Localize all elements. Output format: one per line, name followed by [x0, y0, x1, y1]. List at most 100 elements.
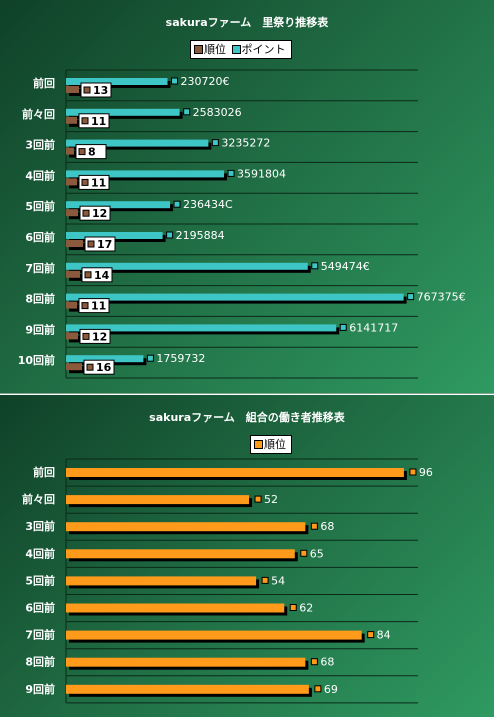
- category-label: 5回前: [25, 199, 55, 213]
- points-value-marker: [146, 354, 154, 362]
- rank-value-label: 14: [94, 269, 110, 282]
- rank-label-marker: [83, 86, 91, 94]
- rank-bar: [66, 209, 78, 217]
- points-bar: [66, 201, 171, 209]
- rank-value-label: 96: [419, 466, 433, 479]
- rank-value-label: 65: [310, 547, 324, 560]
- rank-bar: [66, 363, 82, 371]
- chart-legend: 順位 ポイント: [190, 40, 292, 59]
- legend-swatch-rank: [254, 439, 263, 449]
- rank-value-label: 84: [377, 629, 391, 642]
- category-label: 6回前: [25, 601, 55, 615]
- points-value-label: 1759732: [156, 352, 205, 365]
- rank-value-marker: [310, 522, 318, 530]
- points-value-label: 767375€: [417, 291, 466, 304]
- rank-bar: [66, 495, 250, 505]
- points-value-marker: [173, 200, 181, 208]
- points-bar: [66, 232, 163, 239]
- points-value-label: 549474€: [321, 260, 370, 273]
- category-label: 4回前: [25, 168, 55, 182]
- rank-label-marker: [86, 363, 94, 371]
- legend-label-points: ポイント: [241, 43, 286, 56]
- rank-bar: [66, 332, 78, 340]
- rank-label-marker: [84, 271, 92, 279]
- rank-value-label: 54: [271, 574, 285, 587]
- rank-value-label: 68: [320, 656, 334, 669]
- rank-value-marker: [254, 495, 262, 503]
- rank-label-marker: [81, 302, 89, 310]
- legend-swatch-rank: [194, 44, 203, 54]
- rank-value-marker: [314, 685, 322, 693]
- legend-swatch-points: [231, 44, 241, 54]
- legend-item-points: ポイント: [231, 43, 286, 56]
- category-label: 9回前: [25, 682, 55, 696]
- category-label: 5回前: [25, 573, 55, 587]
- worker-rank-chart-panel: sakuraファーム 組合の働き者推移表 順位 前回 96 前々回 52 3回前 68 4回…: [0, 395, 494, 717]
- points-value-marker: [339, 323, 347, 331]
- rank-label-marker: [78, 148, 86, 156]
- legend-label-rank: 順位: [264, 438, 286, 451]
- points-value-marker: [227, 169, 235, 177]
- rank-value-label: 13: [93, 84, 108, 97]
- category-label: 3回前: [25, 519, 55, 533]
- rank-bar: [66, 270, 80, 278]
- rank-value-label: 17: [97, 238, 112, 251]
- rank-value-label: 11: [91, 115, 106, 128]
- rank-label-marker: [82, 209, 90, 217]
- rank-bar: [66, 684, 309, 694]
- points-rank-chart-panel: sakuraファーム 里祭り推移表 順位 ポイント 前回 230720€ 13 前々回…: [0, 0, 494, 394]
- chart-legend: 順位: [250, 435, 292, 454]
- rank-label-marker: [82, 332, 90, 340]
- rank-label-marker: [81, 178, 89, 186]
- rank-bar: [66, 468, 404, 477]
- rank-value-marker: [409, 468, 417, 476]
- rank-value-label: 69: [324, 683, 338, 696]
- points-value-marker: [211, 139, 219, 147]
- points-value-label: 230720€: [181, 75, 230, 88]
- rank-bar: [66, 301, 77, 309]
- rank-bar: [66, 522, 306, 532]
- rank-value-label: 8: [88, 146, 96, 159]
- points-value-label: 236434C: [183, 198, 233, 211]
- rank-bar: [66, 549, 295, 559]
- rank-bar: [66, 86, 79, 93]
- points-bar: [66, 139, 209, 147]
- legend-item-rank: 順位: [194, 43, 226, 56]
- rank-value-label: 68: [320, 520, 334, 533]
- rank-label-marker: [81, 117, 89, 125]
- category-label: 3回前: [25, 138, 55, 152]
- category-label: 10回前: [18, 353, 55, 367]
- points-value-marker: [183, 108, 191, 116]
- rank-bar: [66, 576, 257, 586]
- rank-value-label: 11: [91, 300, 106, 313]
- category-label: 前々回: [22, 107, 55, 121]
- rank-value-marker: [310, 658, 318, 666]
- rank-value-label: 16: [96, 361, 112, 374]
- category-label: 6回前: [25, 230, 55, 244]
- points-value-label: 3591804: [237, 167, 286, 180]
- category-label: 7回前: [25, 261, 55, 275]
- category-label: 8回前: [25, 655, 55, 669]
- chart-plot-2: 前回 96 前々回 52 3回前 68 4回前 65 5回前 54 6回前 62 7回前 84 8回前 68 9…: [22, 458, 433, 704]
- points-value-marker: [166, 231, 174, 239]
- points-bar: [66, 293, 404, 301]
- rank-value-marker: [367, 631, 375, 639]
- points-bar: [66, 108, 180, 116]
- rank-value-label: 12: [92, 207, 107, 220]
- category-label: 前回: [33, 76, 55, 90]
- points-value-marker: [407, 293, 415, 301]
- points-value-marker: [171, 77, 179, 85]
- points-bar: [66, 170, 225, 178]
- points-bar: [66, 262, 308, 270]
- category-label: 9回前: [25, 322, 55, 336]
- rank-value-marker: [300, 549, 308, 557]
- rank-value-label: 62: [299, 602, 313, 615]
- points-value-label: 2583026: [193, 106, 242, 119]
- chart-title: sakuraファーム 組合の働き者推移表: [149, 411, 345, 424]
- rank-bar: [66, 657, 306, 667]
- rank-bar: [66, 147, 74, 155]
- category-label: 前回: [33, 465, 55, 479]
- chart-title: sakuraファーム 里祭り推移表: [165, 16, 329, 29]
- rank-value-label: 12: [92, 330, 107, 343]
- rank-bar: [66, 240, 83, 247]
